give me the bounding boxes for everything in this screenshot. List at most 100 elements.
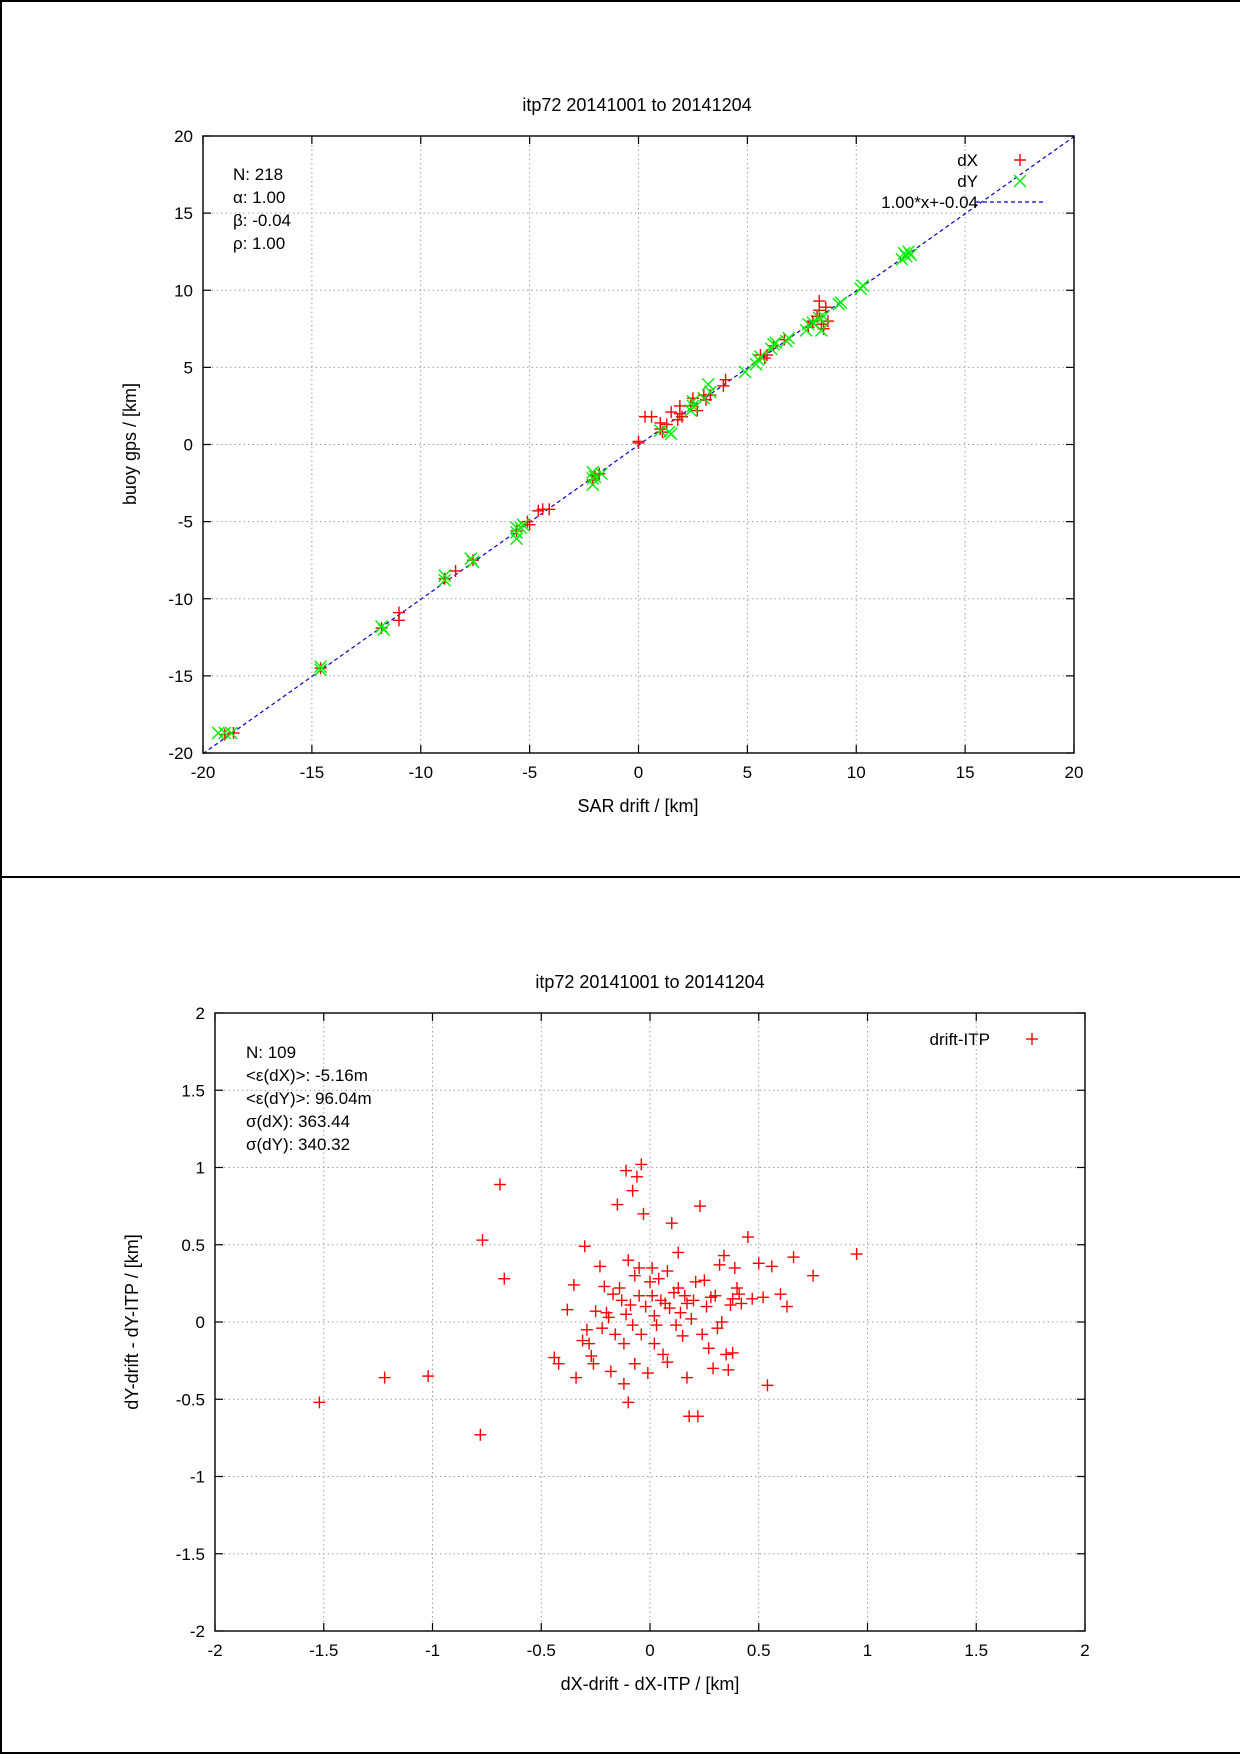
grid (203, 136, 1074, 753)
data-point (466, 555, 480, 569)
data-marks (313, 1158, 863, 1441)
data-point (218, 728, 231, 741)
data-point (607, 1288, 620, 1301)
data-point (314, 660, 328, 674)
data-point (813, 295, 826, 308)
data-point (498, 1272, 511, 1285)
data-point (438, 572, 451, 585)
stat-line: <ε(dX)>: -5.16m (246, 1066, 368, 1085)
data-point (749, 357, 763, 371)
data-point (523, 518, 536, 531)
data-point (211, 726, 225, 740)
legend: drift-ITP (930, 1030, 1038, 1049)
data-point (617, 1337, 630, 1350)
data-point (696, 1328, 709, 1341)
data-point (782, 331, 796, 345)
data-point (722, 1363, 735, 1376)
data-point (702, 1342, 715, 1355)
data-point (604, 1365, 617, 1378)
y-axis-label: buoy gps / [km] (120, 383, 140, 505)
data-point (709, 1289, 722, 1302)
data-point (701, 377, 715, 391)
y-tick-label: -20 (168, 744, 193, 763)
x-tick-label: 0 (645, 1641, 654, 1660)
x-tick-label: -2 (207, 1641, 222, 1660)
data-point (224, 726, 238, 740)
data-point (626, 1184, 639, 1197)
data-point (314, 663, 328, 677)
data-point (626, 1319, 639, 1332)
y-tick-label: 0 (184, 436, 193, 455)
data-point (735, 1297, 748, 1310)
data-point (764, 342, 778, 356)
data-point (663, 1302, 676, 1315)
data-point (635, 1158, 648, 1171)
y-tick-label: -15 (168, 667, 193, 686)
data-point (624, 1299, 637, 1312)
x-tick-label: -15 (300, 763, 325, 782)
x-tick-label: 10 (847, 763, 866, 782)
stat-line: N: 109 (246, 1043, 296, 1062)
data-point (724, 1299, 737, 1312)
grid (215, 1013, 1085, 1631)
data-point (694, 1200, 707, 1213)
data-point (646, 1261, 659, 1274)
data-point (719, 373, 732, 386)
data-point (510, 521, 524, 535)
x-tick-label: -0.5 (527, 1641, 556, 1660)
legend-label: dX (957, 151, 978, 170)
data-point (227, 726, 240, 739)
data-point (438, 569, 452, 583)
data-point (648, 1337, 661, 1350)
y-tick-label: -1.5 (176, 1545, 205, 1564)
y-tick-label: 1 (196, 1159, 205, 1178)
data-point (589, 1305, 602, 1318)
stats-box: N: 218 α: 1.00 β: -0.04 ρ: 1.00 (233, 165, 291, 253)
data-point (596, 1322, 609, 1335)
y-tick-label: -1 (190, 1468, 205, 1487)
y-tick-label: -0.5 (176, 1390, 205, 1409)
data-point (856, 279, 870, 293)
legend-symbol (1013, 174, 1027, 188)
y-tick-label: 1.5 (181, 1081, 205, 1100)
data-point (707, 1362, 720, 1375)
legend-label: 1.00*x+-0.04 (881, 193, 978, 212)
legend: dX dY 1.00*x+-0.04 (881, 151, 1045, 212)
data-point (548, 1351, 561, 1364)
data-point (687, 1294, 700, 1307)
stat-line: N: 218 (233, 165, 283, 184)
data-point (787, 1251, 800, 1264)
y-tick-label: 10 (174, 281, 193, 300)
data-point (218, 726, 232, 740)
drift-comparison-chart: itp72 20141001 to 20141204 -20 -15 -10 -5 0 5… (120, 95, 1083, 816)
data-point (807, 1269, 820, 1282)
data-point (583, 1337, 596, 1350)
data-point (661, 1356, 674, 1369)
data-point (600, 1306, 613, 1319)
data-point (703, 385, 717, 399)
data-point (761, 1379, 774, 1392)
data-point (645, 410, 658, 423)
data-point (774, 1288, 787, 1301)
x-tick-label: -20 (191, 763, 216, 782)
data-point (715, 1316, 728, 1328)
data-point (521, 515, 534, 528)
data-point (738, 365, 752, 379)
data-point (686, 394, 700, 408)
data-point (806, 316, 820, 330)
data-point (593, 467, 606, 480)
stats-box: N: 109 <ε(dX)>: -5.16m <ε(dY)>: 96.04m σ(dX… (246, 1043, 372, 1154)
x-tick-label: 2 (1080, 1641, 1089, 1660)
data-point (613, 1282, 626, 1295)
data-point (633, 1289, 646, 1302)
legend-label: dY (957, 172, 978, 191)
stat-line: ρ: 1.00 (233, 234, 285, 253)
data-marks (202, 136, 1075, 755)
data-point (673, 399, 686, 412)
chart-title: itp72 20141001 to 20141204 (522, 95, 751, 115)
data-point (757, 1291, 770, 1304)
data-point (680, 1297, 693, 1310)
data-point (552, 1357, 565, 1370)
data-point (646, 1289, 659, 1302)
